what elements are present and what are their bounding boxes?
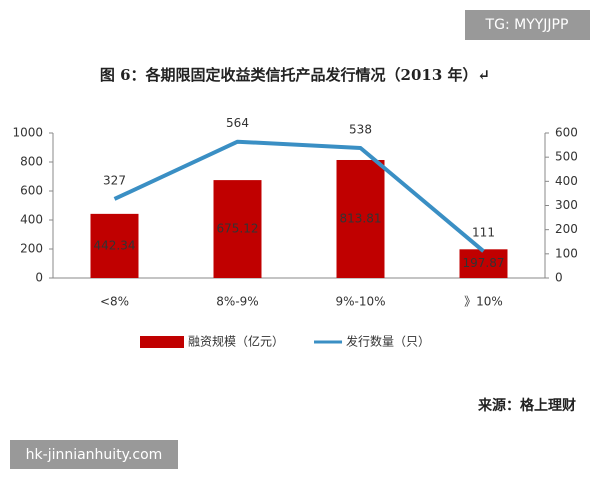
bar-value-label: 197.87 [463,256,505,270]
y2-tick-label: 600 [555,126,578,140]
watermark: hk-jinnianhuity.com [26,447,163,463]
x-tick-label: <8% [100,295,129,309]
chart-title: 图 6：各期限固定收益类信托产品发行情况（2013 年）↵ [100,66,490,84]
legend-label: 发行数量（只） [346,334,430,349]
y-tick-label: 400 [20,213,43,227]
y-tick-label: 0 [35,271,43,285]
y2-tick-label: 500 [555,150,578,164]
bar [90,213,139,278]
y2-tick-label: 200 [555,222,578,236]
y2-tick-label: 0 [555,271,563,285]
bar-value-label: 675.12 [217,222,259,236]
line [113,139,485,253]
bar [459,249,508,278]
y2-tick-label: 100 [555,246,578,260]
bar [336,159,385,278]
x-tick-label: 》10% [464,295,503,309]
watermark: TG: MYYJJPP [485,17,569,33]
y2-tick-label: 300 [555,198,578,212]
y-tick-label: 800 [20,155,43,169]
line-value-label: 538 [349,122,372,136]
bar-value-label: 813.81 [340,211,382,225]
x-tick-label: 8%-9% [216,295,258,309]
y-tick-label: 200 [20,242,43,256]
line-value-label: 327 [103,173,126,187]
y-tick-label: 1000 [12,126,43,140]
watermark-box [465,10,590,40]
x-tick-label: 9%-10% [335,295,385,309]
line-value-label: 564 [226,116,249,130]
watermark-box [10,440,178,469]
y2-tick-label: 400 [555,174,578,188]
source: 来源：格上理财 [477,397,576,414]
y-tick-label: 600 [20,184,43,198]
legend-label: 融资规模（亿元） [188,334,284,349]
legend-swatch [140,336,184,348]
line-value-label: 111 [472,226,495,240]
bar-value-label: 442.34 [94,238,136,252]
bar [213,180,262,278]
